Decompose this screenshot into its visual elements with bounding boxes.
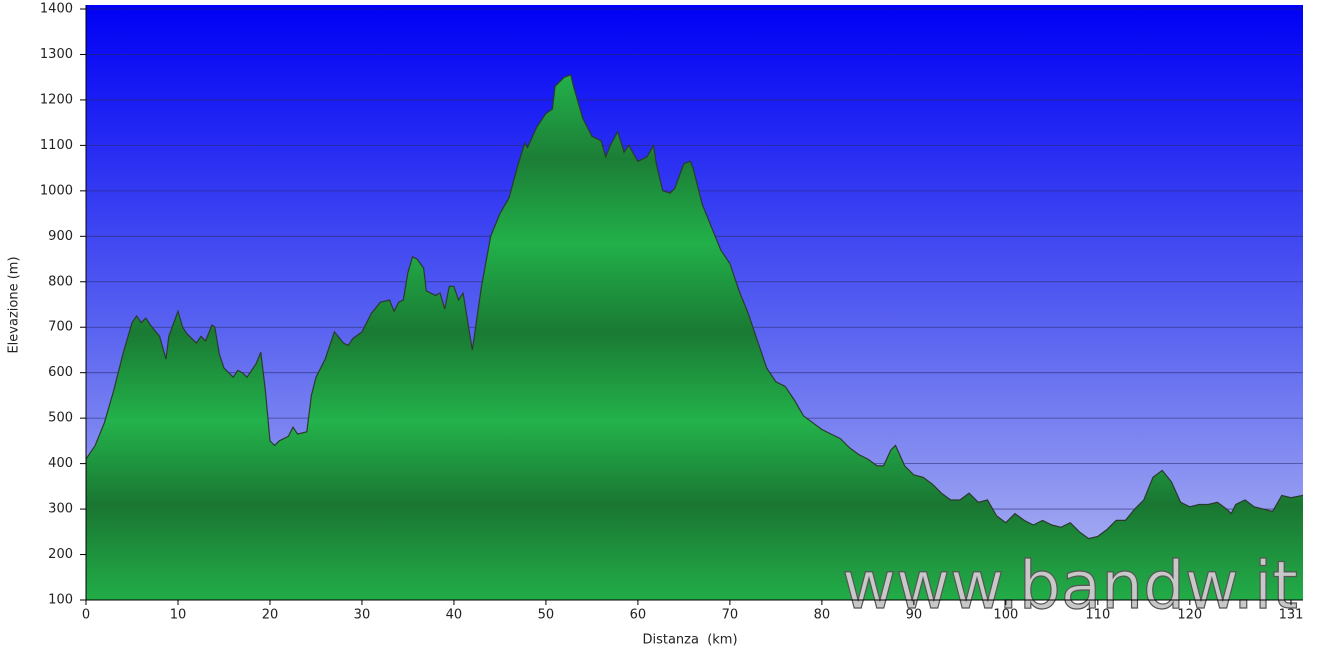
y-tick-label: 500: [48, 411, 73, 426]
x-tick-label: 131: [1279, 608, 1304, 623]
y-tick-label: 600: [48, 365, 73, 380]
y-tick-label: 1400: [40, 2, 73, 17]
x-tick-label: 40: [446, 608, 463, 623]
x-tick-label: 120: [1177, 608, 1202, 623]
y-tick-label: 700: [48, 320, 73, 335]
y-tick-label: 1100: [40, 138, 73, 153]
y-tick-label: 300: [48, 502, 73, 517]
x-tick-label: 50: [538, 608, 555, 623]
area: [86, 74, 1303, 600]
y-tick-label: 1300: [40, 47, 73, 62]
y-tick-label: 1200: [40, 92, 73, 107]
y-tick-label: 200: [48, 547, 73, 562]
y-tick-label: 900: [48, 229, 73, 244]
x-tick-label: 110: [1085, 608, 1110, 623]
x-tick-label: 90: [906, 608, 923, 623]
x-axis-label: Distanza (km): [642, 633, 737, 648]
x-tick-label: 70: [722, 608, 739, 623]
y-tick-label: 400: [48, 456, 73, 471]
x-tick-label: 0: [82, 608, 90, 623]
y-tick-label: 1000: [40, 183, 73, 198]
y-tick-label: 800: [48, 274, 73, 289]
x-tick-label: 30: [354, 608, 371, 623]
area-outline: [85, 74, 1304, 540]
y-tick-label: 100: [48, 593, 73, 608]
x-tick-label: 10: [170, 608, 187, 623]
x-tick-label: 80: [814, 608, 831, 623]
watermark: www.bandw.it: [842, 547, 1298, 624]
x-tick-label: 60: [630, 608, 647, 623]
x-tick-label: 20: [262, 608, 279, 623]
x-tick-label: 100: [993, 608, 1018, 623]
y-axis-label: Elevazione (m): [7, 256, 22, 353]
